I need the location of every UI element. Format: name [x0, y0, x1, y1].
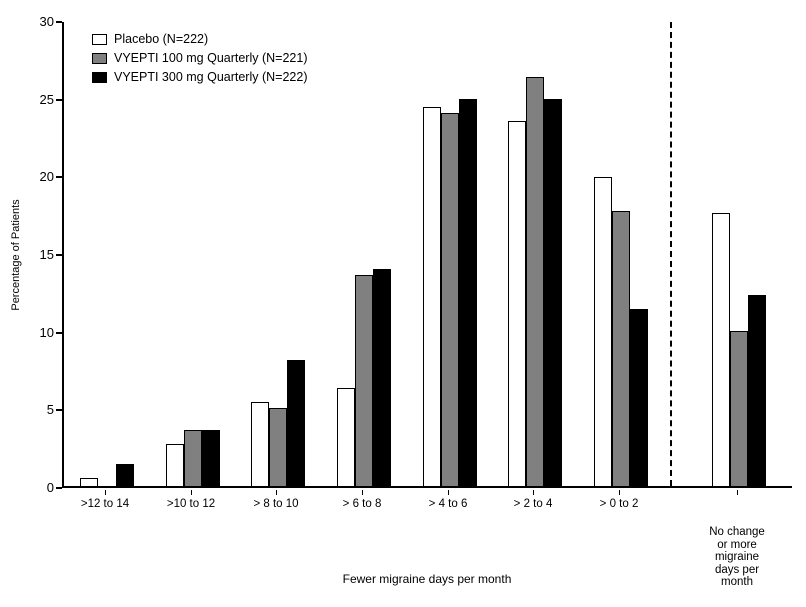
bar [712, 213, 730, 486]
y-tick-mark [56, 409, 62, 412]
bar [115, 464, 134, 486]
bar [336, 388, 355, 486]
x-tick-mark [362, 490, 363, 495]
bar [508, 121, 527, 486]
x-category-label: > 4 to 6 [428, 498, 468, 510]
y-tick-mark [56, 176, 62, 179]
x-category-label: >12 to 14 [80, 498, 130, 510]
x-category-label: > 6 to 8 [342, 498, 382, 510]
bar-group [165, 430, 220, 486]
bar-group [594, 177, 649, 486]
bar [748, 295, 766, 486]
bar [287, 360, 306, 486]
bar [251, 402, 270, 486]
bar [612, 211, 631, 486]
bar [372, 269, 391, 486]
y-tick-label: 10 [39, 324, 54, 340]
bar [165, 444, 184, 486]
bar-group [422, 99, 477, 486]
bar [458, 99, 477, 486]
y-tick-label: 15 [39, 247, 54, 262]
bar [201, 430, 220, 486]
bar [594, 177, 613, 486]
x-category-label: > 0 to 2 [599, 498, 639, 510]
y-tick-mark [56, 331, 62, 334]
bar [544, 99, 563, 486]
legend-item: Placebo (N=222) [92, 32, 307, 47]
y-tick-label: 25 [39, 91, 54, 107]
bar [440, 113, 459, 486]
x-tick-mark [276, 490, 277, 495]
legend-swatch [92, 53, 107, 64]
legend-item: VYEPTI 300 mg Quarterly (N=222) [92, 70, 307, 85]
no-change-bars-area [684, 22, 794, 486]
bar [269, 408, 288, 486]
x-tick-mark [448, 490, 449, 495]
legend-label: VYEPTI 100 mg Quarterly (N=221) [114, 51, 308, 65]
y-tick-label: 20 [39, 169, 54, 185]
bar [526, 77, 545, 486]
bar-group [79, 464, 134, 486]
bar-group [508, 77, 563, 486]
y-tick-label: 0 [46, 480, 54, 495]
x-axis-title: Fewer migraine days per month [342, 572, 512, 586]
y-tick-mark [56, 98, 62, 101]
x-tick-mark [533, 490, 534, 495]
y-tick-mark [56, 254, 62, 256]
x-category-label: >10 to 12 [166, 498, 216, 510]
bar [422, 107, 441, 486]
y-tick-label: 30 [39, 14, 54, 29]
bar [630, 309, 649, 486]
legend-label: Placebo (N=222) [114, 32, 209, 46]
legend-swatch [92, 72, 107, 83]
x-category-label: No change or more migraine days per mont… [709, 526, 765, 588]
bar [730, 331, 748, 486]
bar-group [336, 269, 391, 486]
main-bars-area [64, 22, 664, 486]
x-category-label: > 2 to 4 [513, 498, 553, 510]
x-category-label: > 8 to 10 [253, 498, 299, 510]
legend-label: VYEPTI 300 mg Quarterly (N=222) [114, 70, 308, 84]
dashed-separator-line [670, 22, 672, 486]
y-tick-label: 5 [46, 402, 54, 418]
y-tick-mark [56, 21, 62, 23]
x-tick-mark [191, 490, 192, 495]
plot-area: Placebo (N=222) VYEPTI 100 mg Quarterly (… [40, 14, 794, 495]
x-axis: >12 to 14 >10 to 12 > 8 to 10 > 6 to 8 > 4 t… [62, 490, 792, 600]
legend-swatch [92, 34, 107, 45]
bar [79, 478, 98, 486]
x-tick-mark [619, 490, 620, 495]
y-tick-mark [56, 487, 62, 489]
bar [354, 275, 373, 486]
bar-group [251, 360, 306, 486]
x-tick-mark [105, 490, 106, 495]
legend-item: VYEPTI 100 mg Quarterly (N=221) [92, 51, 307, 66]
x-tick-mark [737, 490, 738, 495]
legend: Placebo (N=222) VYEPTI 100 mg Quarterly (… [92, 32, 307, 89]
bar [183, 430, 202, 486]
bar-group [712, 213, 766, 486]
